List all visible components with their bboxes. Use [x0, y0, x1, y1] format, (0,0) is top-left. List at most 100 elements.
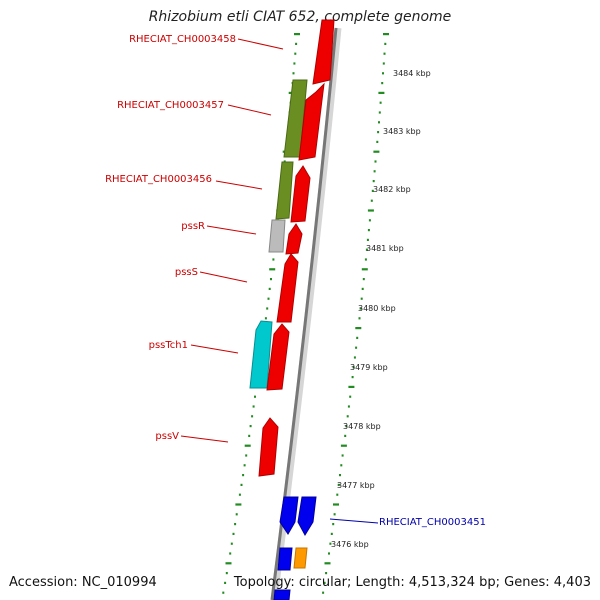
tick-mark [328, 552, 330, 555]
tick-mark [366, 238, 369, 241]
gene-label[interactable]: pssR [181, 221, 205, 232]
tick-mark [245, 454, 248, 457]
tick-mark [355, 346, 358, 349]
gene-arrow[interactable] [249, 320, 273, 389]
tick-mark [294, 52, 297, 55]
tick-mark [346, 415, 349, 418]
gene-arrow[interactable] [285, 223, 303, 255]
tick-mark [252, 405, 255, 408]
gene-arrow[interactable] [277, 547, 293, 571]
gene-label[interactable]: pssTch1 [149, 340, 188, 351]
accession-text: Accession: NC_010994 [9, 575, 157, 590]
tick-mark [340, 464, 343, 467]
tick-mark [254, 395, 256, 398]
gene-label[interactable]: RHECIAT_CH0003451 [379, 517, 486, 528]
tick-mark [347, 405, 350, 408]
tick-mark [244, 444, 251, 447]
tick-mark [337, 483, 340, 486]
tick-mark [264, 317, 267, 320]
gene-arrow[interactable] [290, 165, 311, 223]
tick-mark [329, 542, 332, 545]
tick-mark [332, 523, 335, 526]
tick-mark [376, 140, 379, 143]
scale-label: 3480 kbp [358, 304, 396, 313]
tick-mark [382, 72, 384, 75]
tick-mark [242, 474, 245, 477]
scale-label: 3479 kbp [350, 363, 388, 372]
gene-arrow[interactable] [298, 82, 325, 161]
tick-mark [235, 503, 242, 506]
scale-label: 3481 kbp [366, 244, 404, 253]
tick-mark [377, 131, 380, 134]
tick-mark [341, 454, 344, 457]
tick-mark [292, 72, 295, 75]
topology-summary: Topology: circular; Length: 4,513,324 bp… [233, 575, 591, 590]
tick-mark [358, 317, 361, 320]
scale-labels: 3484 kbp 3483 kbp 3482 kbp 3481 kbp 3480… [331, 69, 431, 549]
tick-mark [370, 199, 373, 202]
gene-arrow[interactable] [266, 323, 290, 391]
tick-mark [378, 121, 380, 124]
tick-mark [365, 248, 368, 251]
tick-mark [333, 503, 339, 506]
scale-label: 3482 kbp [373, 185, 411, 194]
gene-label[interactable]: pssS [175, 267, 198, 278]
tick-mark [232, 532, 235, 535]
tick-mark [374, 160, 377, 163]
tick-mark [384, 42, 387, 45]
tick-mark [378, 111, 381, 114]
tick-mark [383, 52, 386, 55]
tick-mark [372, 180, 375, 183]
tick-mark [351, 376, 354, 379]
gene-label[interactable]: RHECIAT_CH0003457 [117, 100, 224, 111]
tick-mark [361, 287, 364, 290]
tick-mark [267, 297, 270, 300]
tick-mark [364, 258, 367, 261]
gene-arrow[interactable] [268, 219, 286, 253]
tick-mark [356, 336, 359, 339]
map-title: Rhizobium etli CIAT 652, complete genome [148, 9, 452, 25]
tick-mark [243, 464, 246, 467]
gene-arrow[interactable] [312, 19, 335, 85]
tick-mark [349, 395, 352, 398]
tick-mark [360, 297, 363, 300]
tick-mark [324, 562, 331, 565]
tick-mark [345, 425, 348, 428]
tick-mark [352, 366, 355, 369]
tick-mark [382, 62, 385, 65]
tick-mark [230, 542, 233, 545]
gene-label[interactable]: RHECIAT_CH0003458 [129, 34, 236, 45]
gene-label[interactable]: pssV [155, 431, 179, 442]
tick-mark [359, 307, 362, 310]
gene-arrow[interactable] [275, 161, 294, 220]
tick-mark [348, 385, 355, 388]
gene-arrow[interactable] [297, 496, 317, 537]
leader-lines [180, 38, 379, 524]
tick-mark [323, 581, 326, 584]
tick-mark [333, 513, 336, 516]
tick-mark [340, 444, 347, 447]
tick-mark [294, 33, 300, 36]
tick-mark [373, 170, 376, 173]
gene-track [249, 19, 335, 600]
gene-arrow[interactable] [258, 417, 279, 477]
scale-label: 3483 kbp [383, 127, 421, 136]
tick-mark [235, 513, 238, 516]
tick-mark [371, 189, 374, 192]
scale-label: 3476 kbp [331, 540, 369, 549]
gene-arrow[interactable] [276, 253, 299, 323]
tick-mark [368, 219, 371, 222]
scale-label: 3484 kbp [393, 69, 431, 78]
tick-mark [293, 62, 296, 65]
tick-mark [373, 150, 380, 153]
tick-mark [248, 434, 251, 437]
gene-arrow[interactable] [273, 589, 291, 600]
tick-mark [295, 42, 298, 45]
gene-labels: RHECIAT_CH0003458 RHECIAT_CH0003457 RHEC… [105, 34, 486, 528]
gene-arrow[interactable] [293, 547, 308, 569]
tick-mark [268, 287, 271, 290]
gene-label[interactable]: RHECIAT_CH0003456 [105, 174, 212, 185]
tick-mark [339, 474, 341, 477]
tick-mark [269, 268, 276, 271]
gene-arrow[interactable] [279, 496, 299, 535]
